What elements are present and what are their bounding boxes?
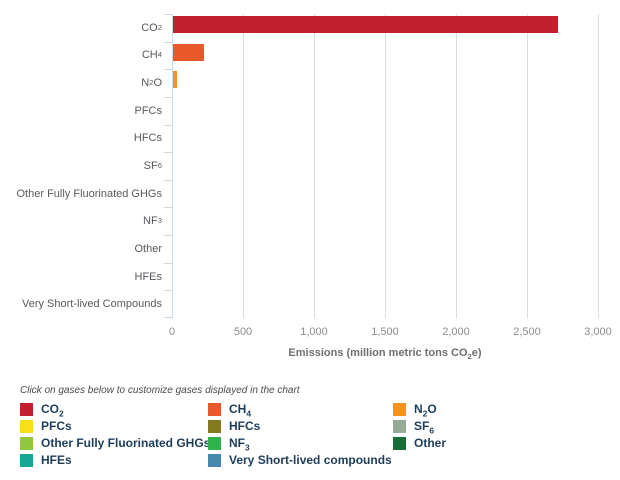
- legend-label-n2o: N2O: [414, 402, 437, 419]
- legend-item-n2o[interactable]: N2O: [393, 402, 583, 419]
- gridline-2500: [527, 14, 528, 318]
- y-axis-tick: [164, 207, 172, 208]
- x-tick-label-2500: 2,500: [513, 326, 541, 338]
- legend-swatch-other-fully-fluorinated-ghgs: [20, 437, 33, 450]
- legend-item-hfcs[interactable]: HFCs: [208, 420, 393, 433]
- legend-label-other: Other: [414, 436, 447, 450]
- legend-swatch-very-short-lived-compounds: [208, 454, 221, 467]
- y-axis-tick: [164, 317, 172, 318]
- legend-swatch-sf6: [393, 420, 406, 433]
- legend-item-ch4[interactable]: CH4: [208, 402, 393, 419]
- category-label-pfcs: PFCs: [134, 104, 163, 117]
- category-label-co2: CO 2: [141, 21, 162, 34]
- category-label-hfcs: HFCs: [133, 132, 162, 145]
- legend-swatch-nf3: [208, 437, 221, 450]
- legend-item-sf6[interactable]: SF6: [393, 419, 583, 436]
- x-axis-title: Emissions (million metric tons CO2e): [288, 347, 482, 362]
- legend-item-very-short-lived-compounds[interactable]: Very Short-lived compounds: [208, 454, 393, 467]
- legend-label-hfes: HFEs: [41, 453, 72, 467]
- x-tick-label-0: 0: [168, 326, 176, 338]
- y-axis-tick: [164, 69, 172, 70]
- legend-label-pfcs: PFCs: [41, 419, 72, 433]
- legend-swatch-ch4: [208, 403, 221, 416]
- gridline-1000: [314, 14, 315, 318]
- legend-label-ch4: CH4: [229, 402, 252, 419]
- plot-area: [164, 14, 599, 318]
- bar-n2o[interactable]: [173, 71, 177, 88]
- legend-item-pfcs[interactable]: PFCs: [20, 420, 208, 433]
- y-axis-tick: [164, 42, 172, 43]
- legend-swatch-co2: [20, 403, 33, 416]
- category-label-sf6: SF 6: [143, 159, 162, 172]
- legend-item-hfes[interactable]: HFEs: [20, 454, 208, 467]
- legend-label-co2: CO2: [41, 402, 64, 419]
- x-tick-label-1500: 1,500: [371, 326, 399, 338]
- bar-ch4[interactable]: [173, 44, 204, 61]
- y-axis-tick: [164, 125, 172, 126]
- category-label-very-short-lived-compounds: Very Short-lived Compounds: [21, 298, 162, 311]
- y-axis-tick: [164, 290, 172, 291]
- legend-item-nf3[interactable]: NF3: [208, 436, 393, 453]
- bar-co2[interactable]: [173, 16, 558, 33]
- gridline-500: [243, 14, 244, 318]
- legend-swatch-other: [393, 437, 406, 450]
- legend-label-hfcs: HFCs: [229, 419, 261, 433]
- legend-swatch-n2o: [393, 403, 406, 416]
- x-tick-label-1000: 1,000: [300, 326, 328, 338]
- category-label-hfes: HFEs: [134, 270, 163, 283]
- legend-label-very-short-lived-compounds: Very Short-lived compounds: [229, 453, 392, 467]
- x-tick-label-2000: 2,000: [442, 326, 470, 338]
- y-axis-tick: [164, 263, 172, 264]
- legend-swatch-hfes: [20, 454, 33, 467]
- legend-label-sf6: SF6: [414, 419, 435, 436]
- category-label-nf3: NF 3: [143, 215, 162, 228]
- y-axis-tick: [164, 235, 172, 236]
- emissions-bar-chart: CO 2 CH 4 N 2 O PFCs HFCs SF 6 Other Fully Fluorina…: [0, 14, 612, 362]
- legend-instruction-note: Click on gases below to customize gases …: [20, 385, 300, 396]
- gas-legend: CO2 CH4 N2O PFCs HFCs SF6 Other Fully Fluorina…: [20, 403, 583, 467]
- legend-item-other-fully-fluorinated-ghgs[interactable]: Other Fully Fluorinated GHGs: [20, 436, 211, 450]
- category-label-other: Other: [134, 242, 162, 255]
- y-axis-tick: [164, 152, 172, 153]
- legend-item-other[interactable]: Other: [393, 437, 583, 450]
- legend-item-co2[interactable]: CO2: [20, 402, 208, 419]
- legend-label-nf3: NF3: [229, 436, 250, 453]
- category-label-other-fully-fluorinated-ghgs: Other Fully Fluorinated GHGs: [16, 187, 163, 200]
- x-tick-label-500: 500: [233, 326, 253, 338]
- y-axis-tick: [164, 180, 172, 181]
- category-label-ch4: CH 4: [141, 49, 162, 62]
- x-tick-label-3000: 3,000: [584, 326, 612, 338]
- legend-swatch-pfcs: [20, 420, 33, 433]
- legend-swatch-hfcs: [208, 420, 221, 433]
- y-axis-tick: [164, 97, 172, 98]
- y-axis-labels: CO 2 CH 4 N 2 O PFCs HFCs SF 6 Other Fully Fluorina…: [0, 14, 163, 318]
- gridline-3000: [598, 14, 599, 318]
- legend-label-other-fully-fluorinated-ghgs: Other Fully Fluorinated GHGs: [41, 436, 211, 450]
- gridline-1500: [385, 14, 386, 318]
- y-axis-tick: [164, 14, 172, 15]
- gridline-2000: [456, 14, 457, 318]
